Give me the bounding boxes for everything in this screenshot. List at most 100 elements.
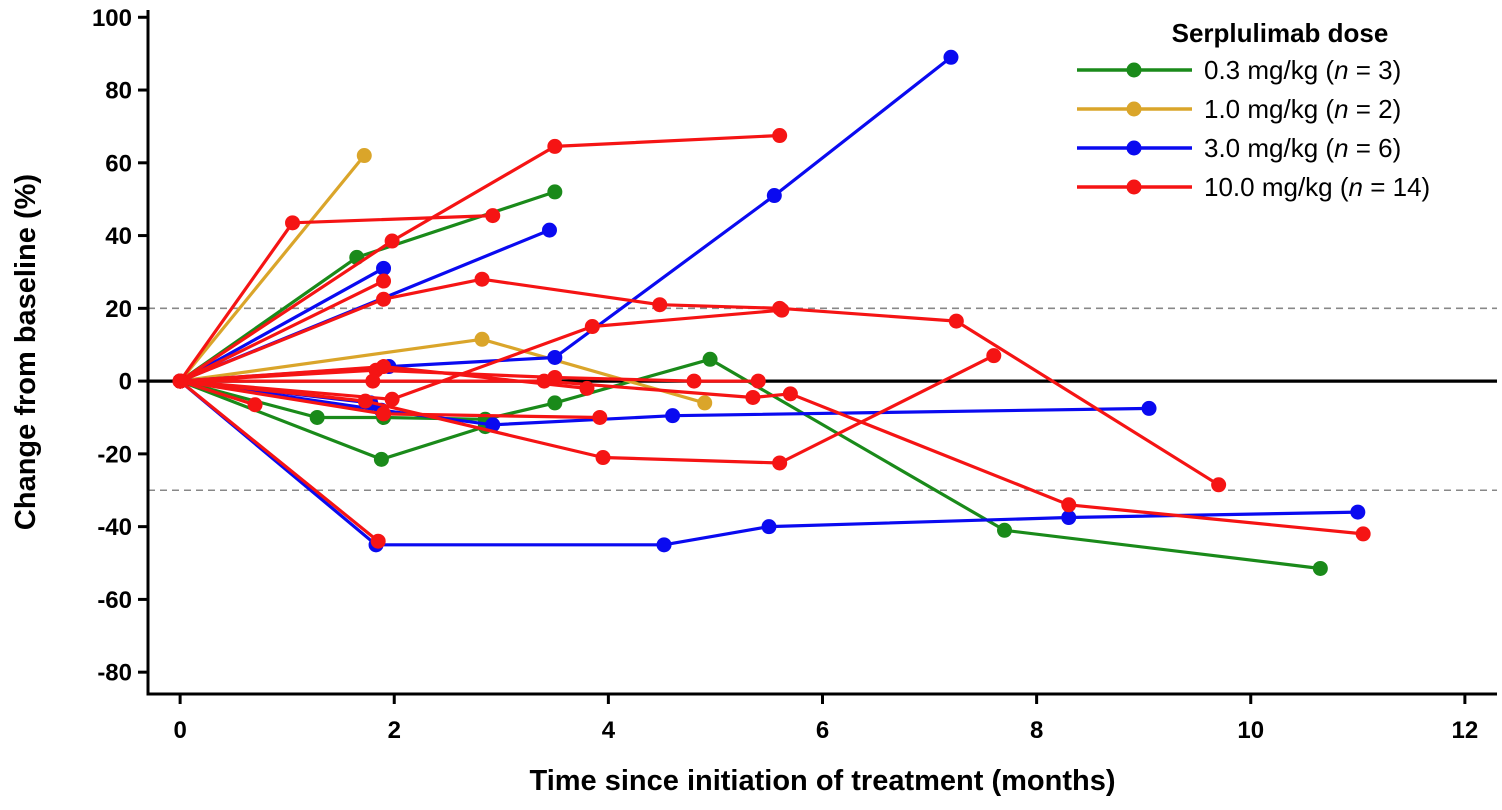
data-point <box>172 373 188 389</box>
x-tick-label: 12 <box>1452 717 1479 744</box>
data-point <box>474 271 490 287</box>
data-point <box>384 391 400 407</box>
data-point <box>750 373 766 389</box>
data-point <box>1350 504 1366 520</box>
data-point <box>373 451 389 467</box>
data-point <box>772 455 788 471</box>
series-line <box>179 308 782 401</box>
data-point <box>356 148 372 164</box>
y-tick-label: 100 <box>92 5 132 32</box>
y-tick-label: 80 <box>105 78 132 105</box>
data-point <box>702 351 718 367</box>
data-point <box>376 406 392 422</box>
data-point <box>547 184 563 200</box>
data-point <box>376 291 392 307</box>
data-point <box>697 395 713 411</box>
series-13 <box>172 128 788 389</box>
data-point <box>1312 560 1328 576</box>
data-point <box>997 522 1013 538</box>
series-layer <box>172 49 1371 576</box>
legend-entry: 0.3 mg/kg (n = 3) <box>1077 55 1401 85</box>
data-point <box>766 188 782 204</box>
series-line <box>178 154 366 383</box>
legend-label: 3.0 mg/kg (n = 6) <box>1204 133 1401 163</box>
series-2 <box>172 351 1328 576</box>
data-point <box>384 233 400 249</box>
y-tick-label: -40 <box>97 514 132 541</box>
data-point <box>1141 400 1157 416</box>
legend-title: Serplulimab dose <box>1172 18 1389 48</box>
legend-swatch-marker <box>1126 101 1142 117</box>
data-point <box>474 331 490 347</box>
data-point <box>1355 526 1371 542</box>
y-tick-label: -60 <box>97 587 132 614</box>
axes: -80 -60 -40 -20 0 20 40 60 80 100 0 2 4 6 8 10 12 <box>92 5 1497 744</box>
series-line <box>179 357 1321 571</box>
data-point <box>309 409 325 425</box>
y-tick-label: -20 <box>97 441 132 468</box>
data-point <box>686 373 702 389</box>
data-point <box>365 373 381 389</box>
data-point <box>652 297 668 313</box>
data-point <box>376 260 392 276</box>
series-line <box>179 279 385 383</box>
legend-entry: 1.0 mg/kg (n = 2) <box>1077 94 1401 124</box>
data-point <box>745 389 761 405</box>
data-point <box>1061 510 1077 526</box>
data-point <box>595 450 611 466</box>
data-point <box>547 138 563 154</box>
data-point <box>485 417 501 433</box>
data-point <box>1061 497 1077 513</box>
legend-swatch-marker <box>1126 62 1142 78</box>
x-tick-label: 8 <box>1030 717 1043 744</box>
data-point <box>376 359 392 375</box>
data-point <box>761 519 777 535</box>
data-point <box>584 319 600 335</box>
data-point <box>774 302 790 318</box>
data-point <box>772 128 788 144</box>
data-point <box>376 273 392 289</box>
legend-label: 1.0 mg/kg (n = 2) <box>1204 94 1401 124</box>
data-point <box>592 409 608 425</box>
data-point <box>485 208 501 224</box>
legend: Serplulimab dose 0.3 mg/kg (n = 3) 1.0 mg… <box>1077 18 1430 202</box>
data-point <box>247 397 263 413</box>
x-tick-label: 2 <box>388 717 401 744</box>
x-tick-label: 0 <box>173 717 186 744</box>
data-point <box>986 348 1002 364</box>
data-point <box>1211 477 1227 493</box>
x-tick-label: 10 <box>1237 717 1264 744</box>
data-point <box>370 533 386 549</box>
y-axis-title: Change from baseline (%) <box>10 174 42 530</box>
data-point <box>541 222 557 238</box>
data-point <box>285 215 301 231</box>
data-point <box>782 386 798 402</box>
data-point <box>536 373 552 389</box>
legend-entry: 3.0 mg/kg (n = 6) <box>1077 133 1401 163</box>
series-23 <box>172 373 386 549</box>
y-tick-label: 0 <box>119 369 132 396</box>
data-point <box>656 537 672 553</box>
legend-swatch-marker <box>1126 179 1142 195</box>
series-line <box>179 379 256 407</box>
series-line <box>179 379 1358 547</box>
data-point <box>357 393 373 409</box>
x-axis-title: Time since initiation of treatment (mont… <box>530 765 1116 797</box>
series-line <box>179 133 780 383</box>
data-point <box>943 49 959 65</box>
series-line <box>179 379 380 543</box>
y-tick-label: 60 <box>105 150 132 177</box>
x-tick-label: 4 <box>602 717 616 744</box>
series-line <box>179 266 385 383</box>
data-point <box>665 408 681 424</box>
series-line <box>180 379 1364 536</box>
legend-swatch-marker <box>1126 140 1142 156</box>
data-point <box>547 349 563 365</box>
y-tick-label: 20 <box>105 296 132 323</box>
data-point <box>547 395 563 411</box>
legend-label: 10.0 mg/kg (n = 14) <box>1204 172 1430 202</box>
x-tick-label: 6 <box>816 717 829 744</box>
y-tick-label: 40 <box>105 223 132 250</box>
